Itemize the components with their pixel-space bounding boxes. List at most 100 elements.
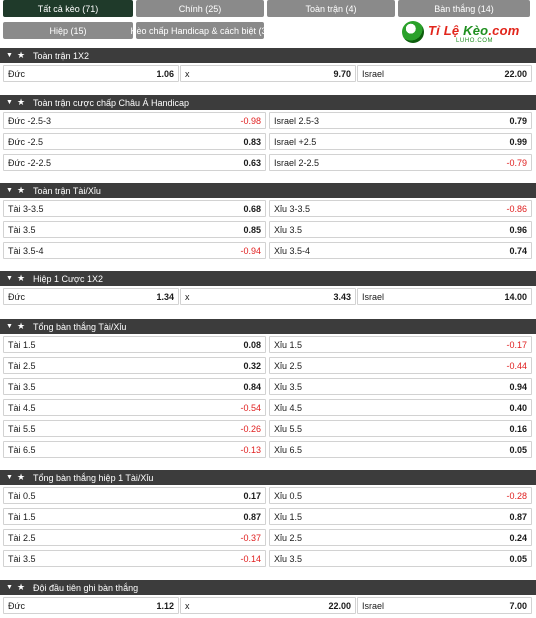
tab-3[interactable]: Toàn trận (4) xyxy=(267,0,395,17)
odds-cell[interactable]: Đức -2.5-3 -0.98 xyxy=(3,112,266,129)
section-header[interactable]: ▼ ★ Tổng bàn thắng Tài/Xỉu xyxy=(0,319,536,334)
odds-cell[interactable]: Israel 2-2.5 -0.79 xyxy=(269,154,532,171)
odds-value[interactable]: 0.94 xyxy=(509,381,527,392)
odds-value[interactable]: 0.05 xyxy=(509,444,527,455)
odds-value[interactable]: 0.87 xyxy=(243,511,261,522)
section-header[interactable]: ▼ ★ Toàn trận 1X2 xyxy=(0,48,536,63)
chevron-down-icon[interactable]: ▼ xyxy=(6,187,13,194)
star-icon[interactable]: ★ xyxy=(17,472,26,482)
odds-value[interactable]: -0.94 xyxy=(240,245,261,256)
odds-cell[interactable]: Israel +2.5 0.99 xyxy=(269,133,532,150)
odds-cell[interactable]: Tài 1.5 0.08 xyxy=(3,336,266,353)
star-icon[interactable]: ★ xyxy=(17,582,26,592)
odds-cell[interactable]: Tài 2.5 -0.37 xyxy=(3,529,266,546)
odds-value[interactable]: 0.99 xyxy=(509,136,527,147)
section-header[interactable]: ▼ ★ Tổng bàn thắng hiệp 1 Tài/Xỉu xyxy=(0,470,536,485)
odds-cell[interactable]: Xỉu 1.5 -0.17 xyxy=(269,336,532,353)
odds-value[interactable]: 0.85 xyxy=(243,224,261,235)
odds-value[interactable]: 0.96 xyxy=(509,224,527,235)
tab-6[interactable]: Kèo chấp Handicap & cách biệt (3) xyxy=(130,22,270,39)
odds-value[interactable]: -0.86 xyxy=(506,203,527,214)
odds-cell[interactable]: Xỉu 3-3.5 -0.86 xyxy=(269,200,532,217)
odds-cell[interactable]: Tài 1.5 0.87 xyxy=(3,508,266,525)
odds-cell[interactable]: Tài 4.5 -0.54 xyxy=(3,399,266,416)
odds-value[interactable]: 0.68 xyxy=(243,203,261,214)
odds-cell[interactable]: Xỉu 5.5 0.16 xyxy=(269,420,532,437)
odds-value[interactable]: 0.17 xyxy=(243,490,261,501)
odds-value[interactable]: -0.44 xyxy=(506,360,527,371)
odds-value[interactable]: 9.70 xyxy=(333,68,351,79)
star-icon[interactable]: ★ xyxy=(17,273,26,283)
odds-cell[interactable]: Tài 2.5 0.32 xyxy=(3,357,266,374)
odds-cell[interactable]: Xỉu 1.5 0.87 xyxy=(269,508,532,525)
odds-value[interactable]: 22.00 xyxy=(328,600,351,611)
odds-cell[interactable]: Xỉu 3.5 0.05 xyxy=(269,550,532,567)
chevron-down-icon[interactable]: ▼ xyxy=(6,52,13,59)
chevron-down-icon[interactable]: ▼ xyxy=(6,584,13,591)
odds-value[interactable]: 22.00 xyxy=(504,68,527,79)
tab-4[interactable]: Bàn thắng (14) xyxy=(398,0,530,17)
odds-cell[interactable]: Xỉu 3.5-4 0.74 xyxy=(269,242,532,259)
odds-value[interactable]: -0.28 xyxy=(506,490,527,501)
section-header[interactable]: ▼ ★ Hiệp 1 Cược 1X2 xyxy=(0,271,536,286)
tab-1[interactable]: Tất cả kèo (71) xyxy=(3,0,133,17)
odds-cell[interactable]: Xỉu 4.5 0.40 xyxy=(269,399,532,416)
odds-value[interactable]: 0.24 xyxy=(509,532,527,543)
odds-value[interactable]: 0.32 xyxy=(243,360,261,371)
star-icon[interactable]: ★ xyxy=(17,50,26,60)
section-header[interactable]: ▼ ★ Đội đầu tiên ghi bàn thắng xyxy=(0,580,536,595)
section-header[interactable]: ▼ ★ Toàn trận cược chấp Châu Á Handicap xyxy=(0,95,536,110)
odds-cell[interactable]: Israel 7.00 xyxy=(357,597,532,614)
odds-cell[interactable]: Đức -2.5 0.83 xyxy=(3,133,266,150)
odds-value[interactable]: 0.83 xyxy=(243,136,261,147)
odds-cell[interactable]: Xỉu 3.5 0.96 xyxy=(269,221,532,238)
odds-value[interactable]: 14.00 xyxy=(504,291,527,302)
odds-value[interactable]: -0.37 xyxy=(240,532,261,543)
odds-value[interactable]: 3.43 xyxy=(333,291,351,302)
odds-value[interactable]: 0.40 xyxy=(509,402,527,413)
odds-value[interactable]: 0.08 xyxy=(243,339,261,350)
odds-cell[interactable]: x 9.70 xyxy=(180,65,356,82)
star-icon[interactable]: ★ xyxy=(17,321,26,331)
odds-value[interactable]: 1.34 xyxy=(156,291,174,302)
star-icon[interactable]: ★ xyxy=(17,97,26,107)
chevron-down-icon[interactable]: ▼ xyxy=(6,323,13,330)
odds-value[interactable]: -0.54 xyxy=(240,402,261,413)
odds-cell[interactable]: Tài 3.5 0.85 xyxy=(3,221,266,238)
odds-cell[interactable]: Xỉu 2.5 -0.44 xyxy=(269,357,532,374)
odds-value[interactable]: 0.16 xyxy=(509,423,527,434)
chevron-down-icon[interactable]: ▼ xyxy=(6,275,13,282)
tab-5[interactable]: Hiệp (15) xyxy=(3,22,133,39)
odds-value[interactable]: 0.84 xyxy=(243,381,261,392)
odds-cell[interactable]: Tài 5.5 -0.26 xyxy=(3,420,266,437)
odds-value[interactable]: -0.17 xyxy=(506,339,527,350)
odds-cell[interactable]: Israel 14.00 xyxy=(357,288,532,305)
odds-value[interactable]: 0.63 xyxy=(243,157,261,168)
odds-cell[interactable]: Xỉu 2.5 0.24 xyxy=(269,529,532,546)
star-icon[interactable]: ★ xyxy=(17,185,26,195)
odds-cell[interactable]: Israel 2.5-3 0.79 xyxy=(269,112,532,129)
tab-2[interactable]: Chính (25) xyxy=(136,0,264,17)
odds-cell[interactable]: Tài 6.5 -0.13 xyxy=(3,441,266,458)
odds-value[interactable]: 0.79 xyxy=(509,115,527,126)
odds-value[interactable]: 0.05 xyxy=(509,553,527,564)
odds-value[interactable]: -0.98 xyxy=(240,115,261,126)
odds-cell[interactable]: Tài 0.5 0.17 xyxy=(3,487,266,504)
odds-cell[interactable]: Tài 3.5 0.84 xyxy=(3,378,266,395)
odds-value[interactable]: -0.13 xyxy=(240,444,261,455)
odds-cell[interactable]: x 3.43 xyxy=(180,288,356,305)
chevron-down-icon[interactable]: ▼ xyxy=(6,99,13,106)
odds-value[interactable]: 1.06 xyxy=(156,68,174,79)
odds-cell[interactable]: Xỉu 0.5 -0.28 xyxy=(269,487,532,504)
odds-cell[interactable]: Đức 1.34 xyxy=(3,288,179,305)
odds-cell[interactable]: Xỉu 6.5 0.05 xyxy=(269,441,532,458)
odds-value[interactable]: 0.87 xyxy=(509,511,527,522)
odds-value[interactable]: 7.00 xyxy=(509,600,527,611)
odds-value[interactable]: -0.26 xyxy=(240,423,261,434)
odds-cell[interactable]: Tài 3.5-4 -0.94 xyxy=(3,242,266,259)
odds-value[interactable]: 0.74 xyxy=(509,245,527,256)
odds-cell[interactable]: Đức 1.06 xyxy=(3,65,179,82)
section-header[interactable]: ▼ ★ Toàn trận Tài/Xỉu xyxy=(0,183,536,198)
odds-cell[interactable]: Tài 3.5 -0.14 xyxy=(3,550,266,567)
odds-cell[interactable]: Tài 3-3.5 0.68 xyxy=(3,200,266,217)
